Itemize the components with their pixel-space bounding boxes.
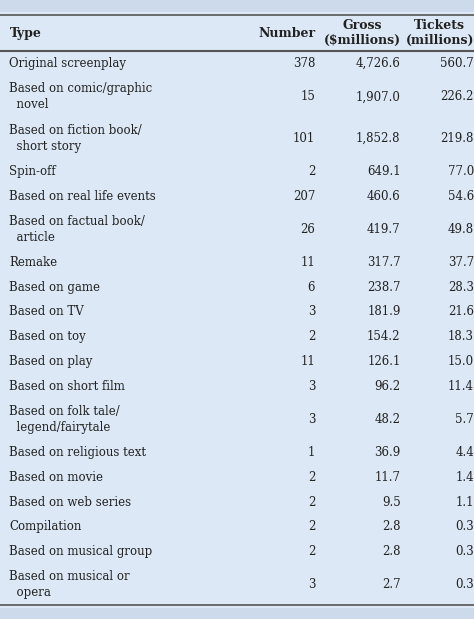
Text: 101: 101 — [293, 132, 315, 145]
Text: Based on game: Based on game — [9, 280, 100, 294]
Text: 3: 3 — [308, 305, 315, 319]
Text: 1.1: 1.1 — [456, 495, 474, 509]
Text: 2: 2 — [308, 495, 315, 509]
Text: 0.3: 0.3 — [455, 578, 474, 591]
Text: 15: 15 — [301, 90, 315, 103]
Text: 2.8: 2.8 — [382, 545, 401, 558]
Text: 5.7: 5.7 — [455, 413, 474, 426]
Text: 207: 207 — [293, 189, 315, 203]
Text: Original screenplay: Original screenplay — [9, 57, 127, 71]
Text: Based on fiction book/
  short story: Based on fiction book/ short story — [9, 124, 142, 153]
Text: 3: 3 — [308, 578, 315, 591]
Text: 2: 2 — [308, 470, 315, 484]
Text: 49.8: 49.8 — [448, 223, 474, 236]
Text: 419.7: 419.7 — [367, 223, 401, 236]
Text: 6: 6 — [308, 280, 315, 294]
Text: Based on factual book/
  article: Based on factual book/ article — [9, 215, 146, 244]
Text: 126.1: 126.1 — [367, 355, 401, 368]
Text: 560.7: 560.7 — [440, 57, 474, 71]
Text: 2: 2 — [308, 165, 315, 178]
Text: 21.6: 21.6 — [448, 305, 474, 319]
Text: 54.6: 54.6 — [448, 189, 474, 203]
Text: Number: Number — [258, 27, 315, 40]
Text: Based on musical group: Based on musical group — [9, 545, 153, 558]
Text: 2: 2 — [308, 330, 315, 344]
Text: Based on musical or
  opera: Based on musical or opera — [9, 570, 130, 599]
Text: 15.0: 15.0 — [448, 355, 474, 368]
Text: Based on short film: Based on short film — [9, 379, 125, 393]
Text: Based on TV: Based on TV — [9, 305, 84, 319]
Text: 3: 3 — [308, 413, 315, 426]
Text: 2.7: 2.7 — [382, 578, 401, 591]
Text: 4,726.6: 4,726.6 — [356, 57, 401, 71]
Text: 219.8: 219.8 — [441, 132, 474, 145]
Text: 1,907.0: 1,907.0 — [356, 90, 401, 103]
Text: 649.1: 649.1 — [367, 165, 401, 178]
Text: 2: 2 — [308, 545, 315, 558]
Text: Tickets
(millions): Tickets (millions) — [405, 19, 474, 48]
Text: 0.3: 0.3 — [455, 545, 474, 558]
Text: 4.4: 4.4 — [455, 446, 474, 459]
Text: Based on comic/graphic
  novel: Based on comic/graphic novel — [9, 82, 153, 111]
Text: 26: 26 — [301, 223, 315, 236]
Text: 0.3: 0.3 — [455, 520, 474, 534]
Text: 154.2: 154.2 — [367, 330, 401, 344]
Text: 1: 1 — [308, 446, 315, 459]
Text: Based on web series: Based on web series — [9, 495, 132, 509]
Text: 48.2: 48.2 — [374, 413, 401, 426]
Text: 11: 11 — [301, 355, 315, 368]
Text: 2.8: 2.8 — [382, 520, 401, 534]
Text: Type: Type — [9, 27, 41, 40]
Text: Based on religious text: Based on religious text — [9, 446, 146, 459]
Text: 181.9: 181.9 — [367, 305, 401, 319]
Text: 317.7: 317.7 — [367, 256, 401, 269]
Text: Based on play: Based on play — [9, 355, 93, 368]
Text: Based on movie: Based on movie — [9, 470, 103, 484]
Text: 77.0: 77.0 — [448, 165, 474, 178]
Text: 378: 378 — [293, 57, 315, 71]
Text: Based on toy: Based on toy — [9, 330, 86, 344]
Text: 238.7: 238.7 — [367, 280, 401, 294]
Text: 37.7: 37.7 — [448, 256, 474, 269]
Text: 11.7: 11.7 — [374, 470, 401, 484]
Text: Based on real life events: Based on real life events — [9, 189, 156, 203]
Text: 1,852.8: 1,852.8 — [356, 132, 401, 145]
Text: 2: 2 — [308, 520, 315, 534]
Text: Compilation: Compilation — [9, 520, 82, 534]
Text: 36.9: 36.9 — [374, 446, 401, 459]
Text: 1.4: 1.4 — [456, 470, 474, 484]
Text: Remake: Remake — [9, 256, 58, 269]
Text: Based on folk tale/
  legend/fairytale: Based on folk tale/ legend/fairytale — [9, 405, 120, 434]
Text: Spin-off: Spin-off — [9, 165, 56, 178]
FancyBboxPatch shape — [0, 12, 474, 608]
Text: 11: 11 — [301, 256, 315, 269]
Text: 28.3: 28.3 — [448, 280, 474, 294]
Text: 18.3: 18.3 — [448, 330, 474, 344]
Text: 11.4: 11.4 — [448, 379, 474, 393]
Text: 96.2: 96.2 — [374, 379, 401, 393]
Text: 3: 3 — [308, 379, 315, 393]
Text: 9.5: 9.5 — [382, 495, 401, 509]
Text: Gross
($millions): Gross ($millions) — [323, 19, 401, 48]
Text: 226.2: 226.2 — [441, 90, 474, 103]
Text: 460.6: 460.6 — [367, 189, 401, 203]
